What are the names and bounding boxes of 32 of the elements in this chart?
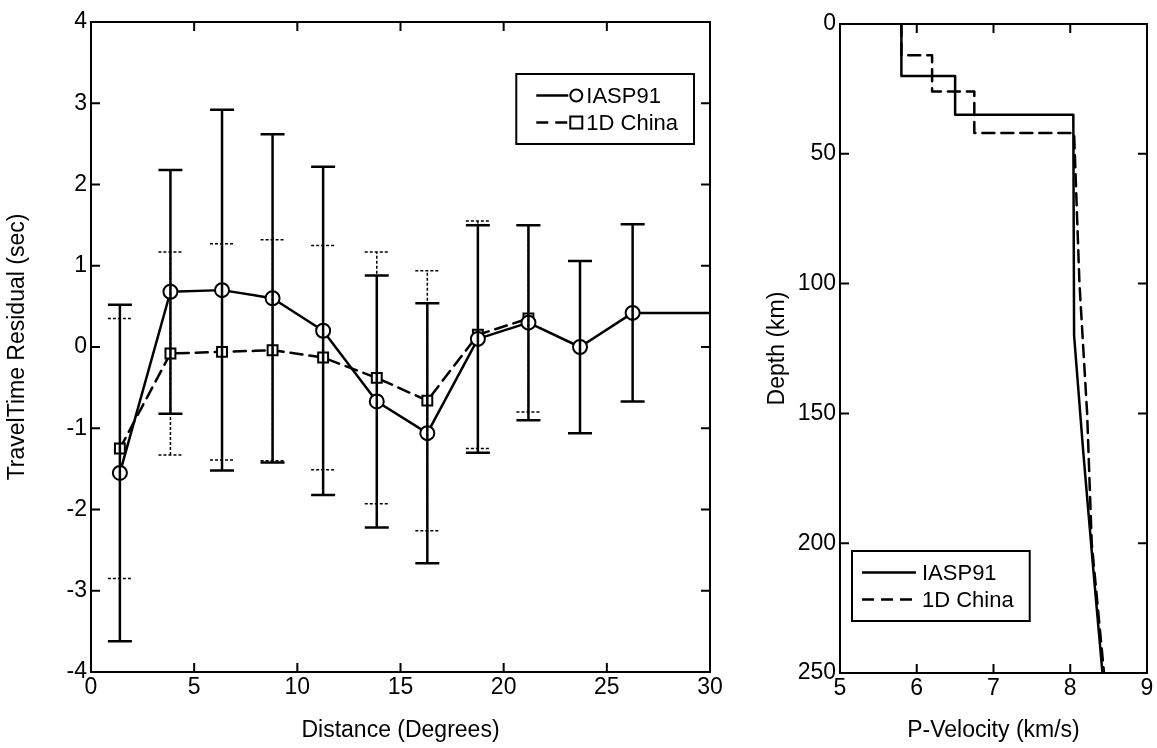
y-tick-label: 100 — [797, 268, 836, 295]
y-tick-label: 3 — [74, 88, 87, 115]
x-tick-label: 5 — [187, 673, 201, 700]
y-tick-label: 0 — [74, 332, 87, 359]
x-axis-title: P-Velocity (km/s) — [907, 715, 1080, 742]
x-tick-label: 30 — [697, 673, 723, 700]
y-tick-label: 4 — [74, 7, 88, 34]
y-tick-label: 150 — [797, 398, 836, 425]
legend-label: 1D China — [586, 109, 679, 135]
y-tick-label: 1 — [74, 251, 87, 278]
y-tick-label: 200 — [797, 528, 836, 555]
y-tick-label: 2 — [74, 169, 87, 196]
y-tick-label: -2 — [66, 494, 87, 521]
x-tick-label: 6 — [910, 674, 924, 701]
x-tick-label: 20 — [490, 673, 517, 700]
x-tick-label: 15 — [387, 673, 414, 700]
legend-label: IASP91 — [586, 82, 661, 108]
legend-label: 1D China — [922, 586, 1015, 612]
y-tick-label: 250 — [797, 658, 836, 685]
y-tick-label: -1 — [66, 413, 87, 440]
x-tick-label: 8 — [1063, 674, 1077, 701]
x-tick-label: 7 — [987, 674, 1000, 701]
y-axis-title: TravelTime Residual (sec) — [3, 213, 30, 481]
y-axis-title: Depth (km) — [763, 291, 790, 406]
x-tick-label: 9 — [1140, 674, 1154, 701]
x-tick-label: 10 — [284, 673, 311, 700]
y-tick-label: 50 — [810, 139, 836, 166]
y-tick-label: 0 — [823, 9, 836, 36]
x-axis-title: Distance (Degrees) — [301, 715, 500, 742]
legend-label: IASP91 — [922, 559, 997, 585]
x-tick-label: 25 — [594, 673, 620, 700]
y-tick-label: -3 — [66, 576, 87, 603]
